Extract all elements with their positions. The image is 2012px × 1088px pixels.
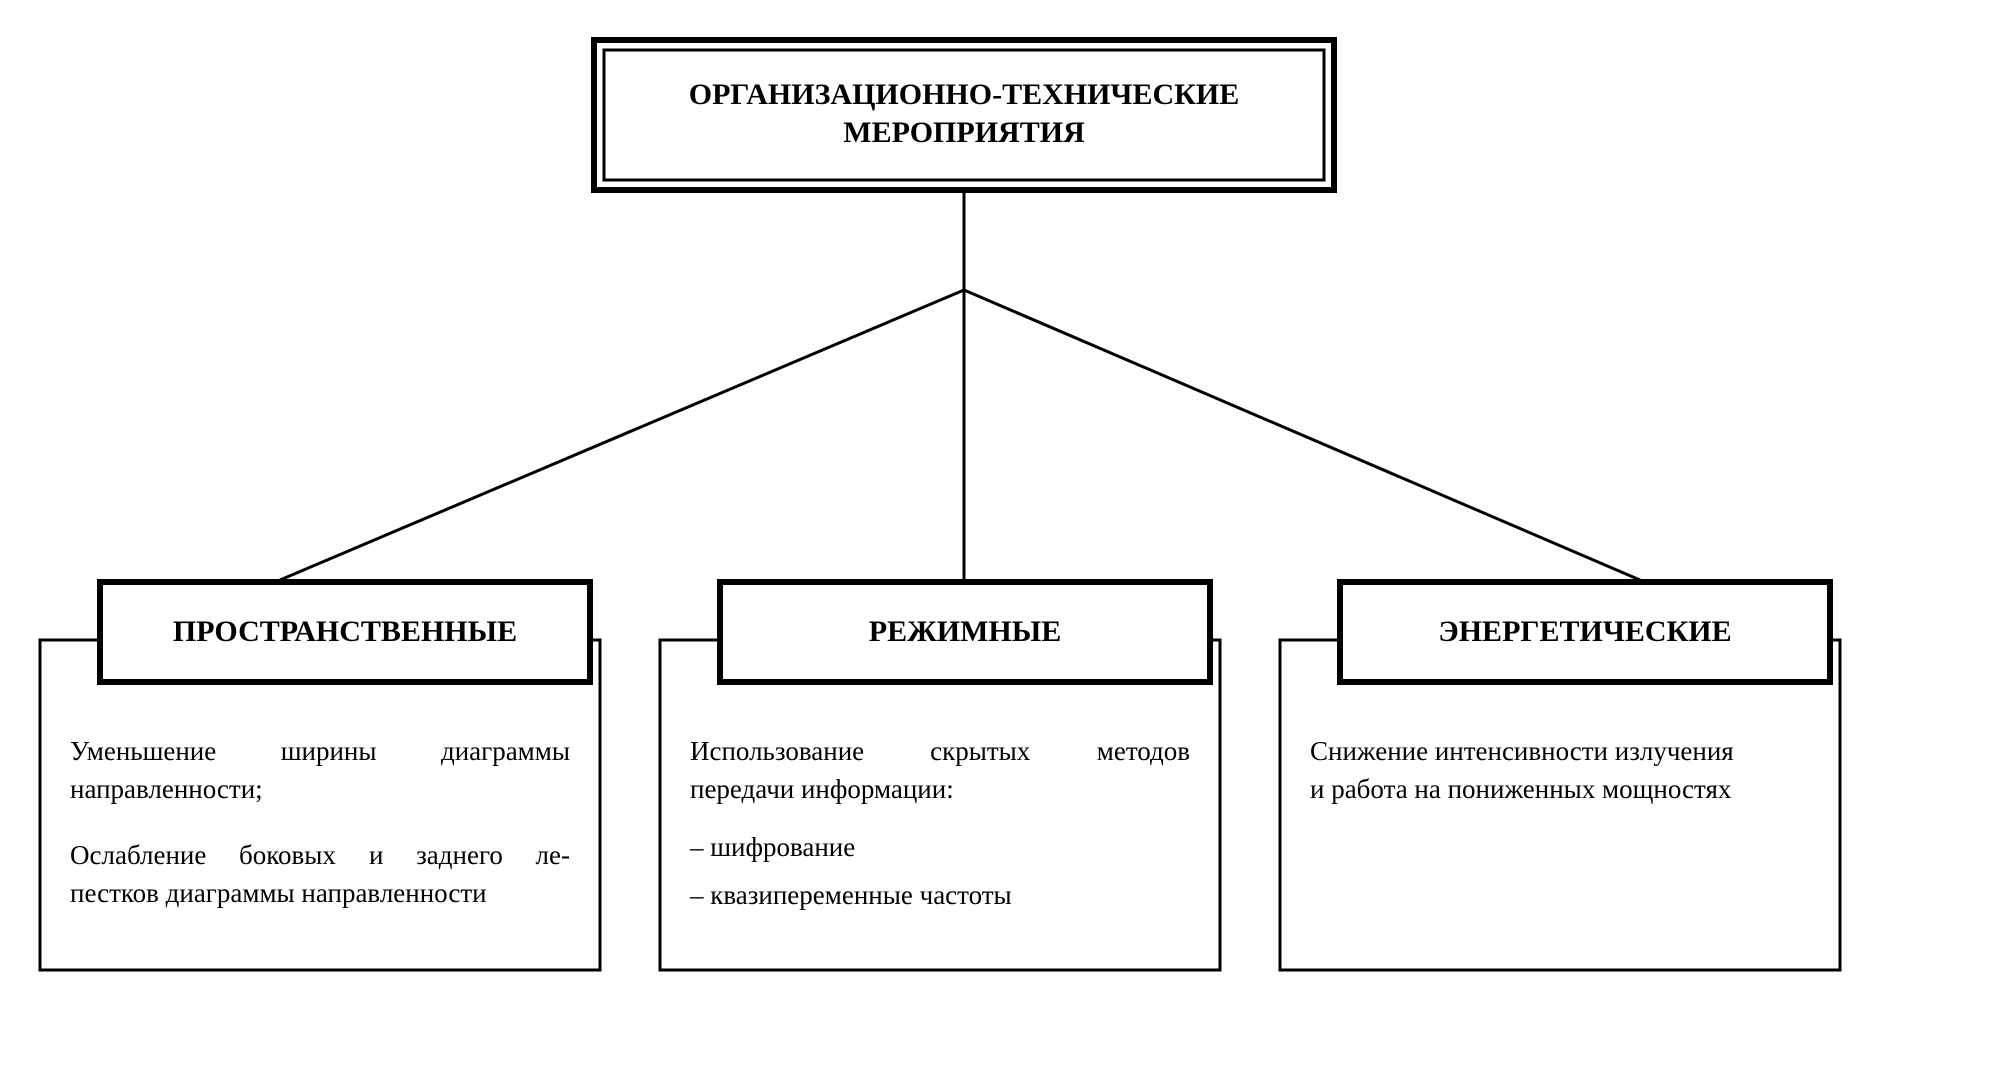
spatial-header-title: ПРОСТРАНСТВЕННЫЕ <box>173 615 517 648</box>
svg-text:Уменьшение: Уменьшение <box>70 736 216 766</box>
svg-text:Ослабление: Ослабление <box>70 840 206 870</box>
svg-text:методов: методов <box>1097 736 1190 766</box>
mode-p0-line0: Использование скрытых методов <box>690 736 1190 766</box>
spatial-p1-line0: Ослабление боковых и заднего ле- <box>70 840 570 870</box>
mode-header-title: РЕЖИМНЫЕ <box>869 615 1061 648</box>
svg-text:Использование: Использование <box>690 736 864 766</box>
svg-text:скрытых: скрытых <box>930 736 1031 766</box>
spatial-body-box <box>40 640 600 970</box>
root-title-line2: МЕРОПРИЯТИЯ <box>843 116 1085 149</box>
svg-text:ширины: ширины <box>281 736 377 766</box>
energy-p1: и работа на пониженных мощностях <box>1310 774 1732 804</box>
connector <box>964 290 1640 580</box>
spatial-p0-line1: направленности; <box>70 774 263 804</box>
svg-text:и: и <box>369 840 383 870</box>
mode-p2: – квазипеременные частоты <box>689 880 1012 910</box>
svg-text:заднего: заднего <box>416 840 503 870</box>
spatial-p0-line0: Уменьшение ширины диаграммы <box>70 736 570 766</box>
mode-body-box <box>660 640 1220 970</box>
energy-p0: Снижение интенсивности излучения <box>1310 736 1734 766</box>
svg-text:ле-: ле- <box>536 840 570 870</box>
mode-p0-line1: передачи информации: <box>690 774 954 804</box>
diagram-canvas: ОРГАНИЗАЦИОННО-ТЕХНИЧЕСКИЕ МЕРОПРИЯТИЯ ПРО… <box>0 0 2012 1088</box>
spatial-p1-line1: пестков диаграммы направленности <box>70 878 487 908</box>
energy-header-title: ЭНЕРГЕТИЧЕСКИЕ <box>1438 615 1731 648</box>
root-title-line1: ОРГАНИЗАЦИОННО-ТЕХНИЧЕСКИЕ <box>689 78 1239 111</box>
energy-body-box <box>1280 640 1840 970</box>
mode-p1: – шифрование <box>689 832 855 862</box>
svg-text:диаграммы: диаграммы <box>441 736 570 766</box>
connector <box>280 290 964 580</box>
svg-text:боковых: боковых <box>239 840 336 870</box>
